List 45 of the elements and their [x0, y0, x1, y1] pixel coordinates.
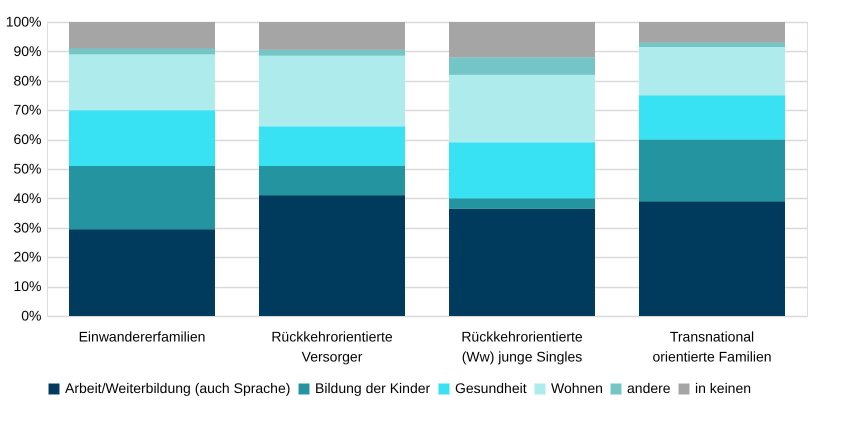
bar [639, 140, 785, 202]
y-tick-label: 0% [21, 308, 42, 324]
legend-label: Arbeit/Weiterbildung (auch Sprache) [65, 380, 290, 396]
bar [639, 201, 785, 316]
bar [639, 22, 785, 43]
legend-label: Gesundheit [455, 380, 527, 396]
y-tick-label: 50% [13, 160, 42, 176]
y-tick-label: 20% [13, 248, 42, 265]
x-tick-label: Rückkehrorientierte (Ww) junge Singles [461, 328, 583, 364]
y-tick-label: 60% [13, 131, 42, 148]
bar [639, 96, 785, 140]
bar [259, 166, 405, 196]
bar [69, 22, 215, 48]
y-tick-label: 10% [13, 278, 42, 294]
legend-label: andere [627, 380, 671, 396]
y-tick-label: 100% [6, 14, 42, 30]
bar [639, 46, 785, 96]
y-tick-label: 90% [13, 42, 42, 59]
bar [449, 142, 595, 198]
bar [69, 166, 215, 230]
legend-label: Bildung der Kinder [315, 380, 431, 396]
bar [259, 50, 405, 56]
y-tick-label: 30% [13, 219, 42, 236]
bar [69, 48, 215, 54]
legend-label: Wohnen [551, 380, 603, 396]
bar [259, 126, 405, 166]
bar [259, 22, 405, 50]
y-tick-label: 80% [13, 72, 42, 88]
y-tick-label: 70% [13, 102, 42, 118]
bar [449, 74, 595, 143]
bar [449, 198, 595, 209]
legend-label: in keinen [695, 380, 752, 396]
y-tick-label: 40% [13, 190, 42, 206]
bar [69, 54, 215, 110]
x-tick-label: Einwandererfamilien [78, 328, 206, 344]
bar [259, 195, 405, 316]
bar [259, 56, 405, 126]
bar [449, 208, 595, 316]
bar [449, 57, 595, 75]
bar [69, 110, 215, 166]
x-tick-label: Rückkehrorientierte Versorger [271, 328, 393, 364]
x-tick-label: Transnational orientierte Familien [652, 328, 772, 364]
bar [69, 229, 215, 316]
bar [639, 42, 785, 47]
bar [449, 22, 595, 58]
